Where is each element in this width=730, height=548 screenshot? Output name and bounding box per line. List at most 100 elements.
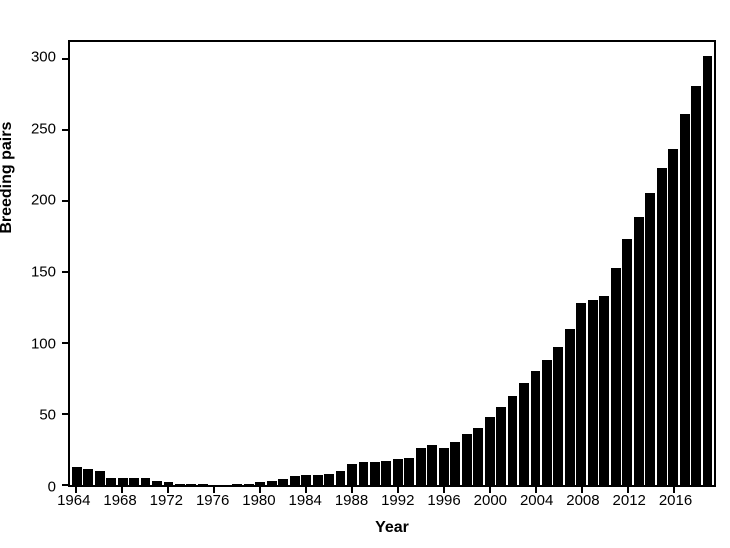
x-tick-label: 1972 [149,492,184,509]
bar-1983 [289,476,300,485]
bar-2014 [645,192,656,485]
bar-2002 [507,395,518,485]
bar-1975 [197,483,208,485]
bar-2001 [496,406,507,485]
x-tick-mark [120,485,123,493]
x-tick-label: 1968 [103,492,137,509]
x-tick-mark [350,485,353,493]
x-tick-mark [672,485,675,493]
y-tick-mark [62,129,70,132]
bar-1987 [335,470,346,485]
bar-1978 [232,483,243,485]
bar-1972 [163,482,174,485]
bar-2019 [702,56,713,485]
bar-1979 [243,483,254,485]
bar-2013 [633,216,644,485]
bar-1982 [278,479,289,485]
y-tick-mark [62,271,70,274]
x-tick-mark [396,485,399,493]
bar-1989 [358,462,369,485]
x-tick-mark [166,485,169,493]
x-tick-label: 1976 [195,492,230,509]
y-tick-mark [62,413,70,416]
bar-2005 [542,360,552,485]
bar-2000 [484,416,495,485]
bar-1990 [369,462,380,485]
bar-2010 [599,296,610,485]
bar-1992 [392,459,403,485]
bar-1968 [117,477,128,485]
bar-2018 [691,86,701,485]
x-tick-label: 1996 [427,492,461,509]
x-tick-label: 2016 [658,492,693,509]
y-tick-label: 0 [47,478,56,496]
y-tick-label: 300 [30,48,56,66]
bar-2011 [610,267,621,485]
x-tick-mark [304,485,307,493]
bar-1980 [255,482,266,485]
x-tick-label: 1964 [57,492,91,509]
bar-1996 [438,448,449,485]
bar-1971 [152,480,162,485]
x-tick-label: 2008 [566,492,600,509]
x-tick-mark [534,485,537,493]
x-tick-label: 2000 [473,492,508,509]
bar-1997 [450,442,461,485]
bar-1994 [415,448,426,485]
bar-1984 [301,475,312,485]
x-tick-label: 1992 [381,492,415,509]
y-tick-mark [62,200,70,203]
x-tick-label: 1984 [288,492,322,509]
x-tick-label: 1980 [242,492,276,509]
y-tick-mark [62,484,70,486]
bar-1964 [71,466,82,485]
bar-1967 [106,477,117,485]
y-tick-label: 150 [30,263,56,281]
x-tick-mark [580,485,583,493]
y-tick-label: 50 [39,406,56,424]
y-tick-label: 100 [30,335,56,353]
bar-2015 [656,168,667,485]
bar-1985 [312,475,323,485]
y-tick-mark [62,58,70,61]
y-axis-title: Breeding pairs [0,121,15,234]
bar-2006 [553,347,564,485]
x-tick-mark [212,485,215,493]
x-tick-label: 2012 [612,492,646,509]
x-tick-mark [258,485,261,493]
y-tick-label: 250 [30,120,56,138]
bar-1988 [347,463,357,485]
bar-2016 [668,148,679,485]
x-tick-label: 2004 [519,492,554,509]
bar-1966 [94,470,105,485]
bar-2007 [564,328,575,485]
bar-2017 [679,114,690,485]
y-tick-mark [62,342,70,345]
x-tick-mark [74,485,77,493]
bar-2009 [587,300,598,485]
plot-area [62,40,716,493]
bar-1993 [404,458,415,485]
x-tick-mark [442,485,445,493]
x-axis-title: Year [375,519,409,536]
bar-1974 [186,483,197,485]
bar-1970 [140,477,151,485]
bar-1995 [427,445,438,485]
bar-1986 [324,473,334,485]
bar-1998 [461,433,472,485]
bar-1973 [175,483,185,485]
x-tick-label: 1988 [334,492,369,509]
x-tick-mark [626,485,629,493]
bar-1969 [129,477,140,485]
bar-1981 [266,480,277,485]
bar-2003 [519,382,529,485]
bar-2004 [530,371,541,485]
bars-container [70,42,714,485]
x-tick-mark [488,485,491,493]
bar-1991 [381,460,392,485]
bar-2012 [622,239,633,485]
bar-1999 [473,428,484,485]
y-tick-label: 200 [30,191,56,209]
bar-2008 [576,303,587,485]
